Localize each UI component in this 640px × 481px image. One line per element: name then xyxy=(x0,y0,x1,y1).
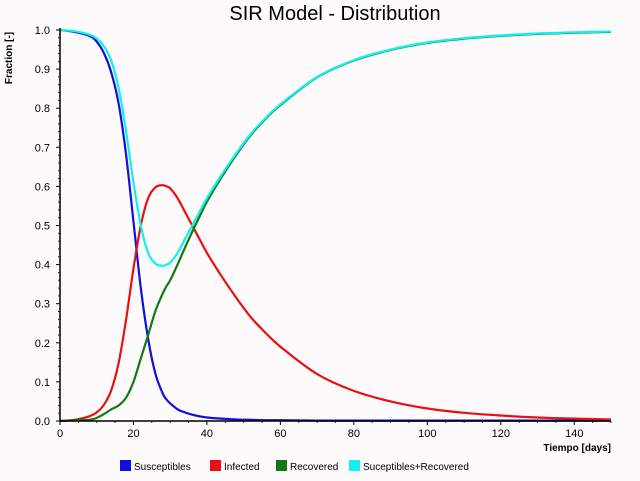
x-axis-label: Tiempo [days] xyxy=(543,443,611,454)
legend-swatch-0 xyxy=(120,460,131,471)
legend-swatch-1 xyxy=(210,460,221,471)
x-tick-label: 40 xyxy=(201,428,213,440)
series-line-2 xyxy=(59,30,612,423)
y-tick-label: 0.4 xyxy=(35,260,50,272)
y-tick-label: 0.9 xyxy=(35,64,50,76)
y-tick-label: 1.0 xyxy=(35,25,50,37)
chart-title: SIR Model - Distribution xyxy=(229,3,440,25)
y-tick-label: 0.1 xyxy=(35,377,50,389)
legend-label-3: Suceptibles+Recovered xyxy=(363,462,469,473)
axis-layer: 0.0 0.1 0.2 0.3 0.4 0.5 0.6 0.7 0.8 0.9 1.0 0 20 40 60… xyxy=(35,25,612,440)
legend-label-2: Recovered xyxy=(290,462,338,473)
x-tick-label: 120 xyxy=(492,428,510,440)
x-tick-label: 80 xyxy=(348,428,360,440)
legend: Susceptibles Infected Recovered Suceptibles… xyxy=(120,460,469,473)
legend-swatch-3 xyxy=(349,460,360,471)
y-tick-label: 0.6 xyxy=(35,181,50,193)
x-tick-label: 20 xyxy=(127,428,139,440)
y-tick-label: 0.2 xyxy=(35,338,50,350)
legend-label-0: Susceptibles xyxy=(134,462,191,473)
y-tick-label: 0.5 xyxy=(35,221,50,233)
y-tick-label: 0.8 xyxy=(35,103,50,115)
plot-layer xyxy=(59,28,612,423)
series-line-0 xyxy=(59,28,611,422)
x-tick-label: 60 xyxy=(274,428,286,440)
y-tick-label: 0.0 xyxy=(35,416,50,428)
legend-swatch-2 xyxy=(276,460,287,471)
y-tick-label: 0.7 xyxy=(35,142,50,154)
series-line-3 xyxy=(59,28,612,267)
x-tick-label: 100 xyxy=(418,428,436,440)
y-tick-label: 0.3 xyxy=(35,299,50,311)
x-tick-label: 0 xyxy=(57,428,63,440)
y-axis-label: Fraction [-] xyxy=(4,32,15,84)
legend-label-1: Infected xyxy=(224,462,260,473)
series-line-1 xyxy=(59,184,612,423)
x-tick-label: 140 xyxy=(565,428,583,440)
